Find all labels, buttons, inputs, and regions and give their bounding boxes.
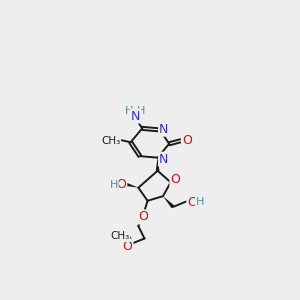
- Text: O: O: [123, 240, 133, 253]
- Text: H: H: [137, 106, 146, 116]
- Text: O: O: [138, 211, 148, 224]
- Text: CH₃: CH₃: [110, 231, 130, 241]
- Polygon shape: [124, 182, 138, 188]
- Text: O: O: [187, 196, 197, 209]
- Text: O: O: [116, 178, 126, 191]
- Text: H: H: [125, 106, 133, 116]
- Text: CH₃: CH₃: [101, 136, 120, 146]
- Text: N: N: [159, 153, 168, 166]
- Text: H: H: [196, 197, 204, 207]
- Text: N: N: [130, 110, 140, 123]
- Text: H: H: [110, 180, 118, 190]
- Polygon shape: [156, 158, 160, 171]
- Text: O: O: [182, 134, 192, 147]
- Text: O: O: [170, 173, 180, 187]
- Polygon shape: [163, 196, 174, 208]
- Text: N: N: [159, 123, 168, 136]
